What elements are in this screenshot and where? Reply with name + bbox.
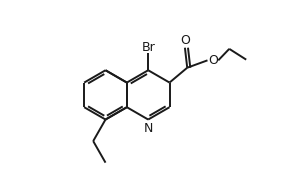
Text: O: O: [180, 34, 190, 47]
Text: Br: Br: [141, 41, 155, 54]
Text: N: N: [143, 122, 153, 135]
Text: O: O: [208, 54, 218, 67]
